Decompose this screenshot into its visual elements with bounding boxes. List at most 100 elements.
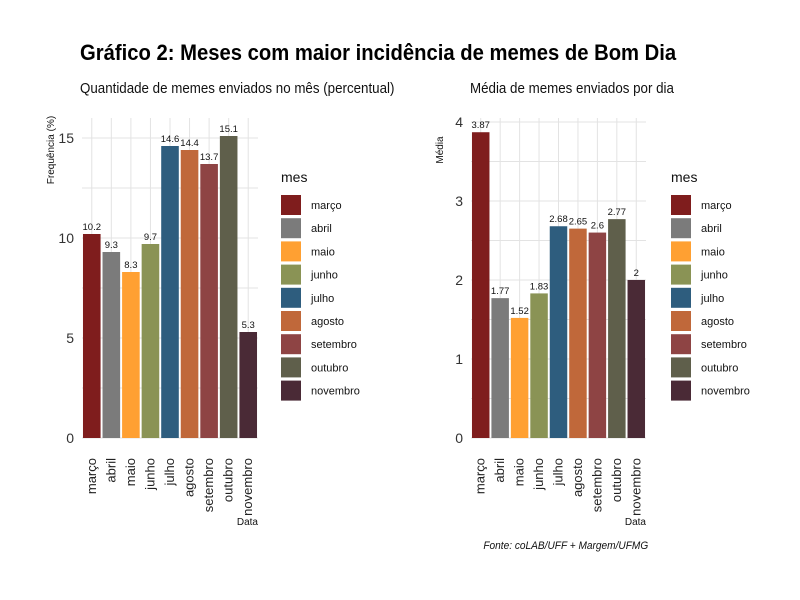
left-chart-legend-label-novembro: novembro [311,386,360,398]
right-chart-bar-junho [530,293,548,438]
right-chart-xtick-label: novembro [628,458,643,516]
left-chart-legend-swatch-novembro [281,380,301,401]
left-chart-legend-label-julho: julho [310,293,334,305]
left-chart-xtick-label: outubro [221,458,236,502]
right-chart-value-label: 3.87 [471,120,490,131]
left-chart-legend-label-maio: maio [311,246,335,258]
right-chart-legend: mes março abril maio junho julho agosto setembr… [671,169,750,401]
left-chart-legend-label-outubro: outubro [311,362,348,374]
right-chart-xtick-label: setembro [589,458,604,512]
left-chart-xtick-label: março [84,458,99,494]
right-chart-value-label: 1.77 [491,286,510,297]
right-chart-legend-swatch-novembro [671,380,691,401]
left-chart-bar-novembro [239,332,258,438]
right-chart-bar-abril [491,298,509,438]
left-chart-legend-swatch-abril [281,218,301,239]
left-chart-value-label: 14.4 [180,138,199,149]
left-chart-bar-outubro [219,136,238,438]
right-chart-legend-swatch-junho [671,264,691,285]
right-chart-legend-swatch-julho [671,287,691,308]
right-chart-legend-label-outubro: outubro [701,362,738,374]
right-chart-legend-label-março: março [701,200,732,212]
right-chart-ytick-label: 4 [455,114,463,130]
left-chart-bar-agosto [180,150,199,438]
right-chart-xtick-label: junho [531,458,546,491]
main-title: Gráfico 2: Meses com maior incidência de… [80,40,677,65]
right-chart-xlabel: Data [625,517,647,528]
left-chart-legend-label-abril: abril [311,223,332,235]
left-chart-legend-swatch-agosto [281,311,301,331]
right-chart-xtick-label: maio [512,458,527,486]
right-chart-xtick-label: março [473,458,488,494]
left-chart-xtick-label: setembro [201,458,216,512]
left-chart-bar-março [82,234,101,438]
right-chart-legend-label-setembro: setembro [701,339,747,351]
right-chart-xtick-label: agosto [570,458,585,497]
left-chart-legend-label-junho: junho [310,270,338,282]
left-chart-legend-swatch-setembro [281,334,301,355]
left-chart-legend: mes março abril maio junho julho agosto setembr… [281,169,360,401]
right-chart-value-label: 1.83 [530,281,549,292]
right-chart-legend-label-julho: julho [700,293,724,305]
left-chart-ylabel: Frequência (%) [46,116,57,184]
right-chart-value-label: 1.52 [510,306,529,317]
left-chart-bar-setembro [200,164,218,438]
left-chart-value-label: 9.3 [105,240,118,251]
right-chart-bar-outubro [608,219,626,438]
left-chart-xtick-label: novembro [240,458,255,516]
right-chart-legend-swatch-setembro [671,334,691,355]
right-chart-legend-title: mes [671,169,697,185]
right-chart-legend-swatch-outubro [671,357,691,378]
left-chart-xtick-label: agosto [182,458,197,497]
right-chart-legend-swatch-maio [671,241,691,262]
right-chart-legend-swatch-agosto [671,311,691,331]
left-chart-legend-label-agosto: agosto [311,316,344,328]
left-chart-ytick-label: 15 [58,130,74,146]
right-chart-legend-swatch-abril [671,218,691,239]
right-chart-legend-swatch-março [671,195,691,215]
right-chart-legend-label-abril: abril [701,223,722,235]
right-chart-bar-agosto [569,228,587,438]
right-chart-bar-julho [549,226,568,438]
left-chart-legend-label-setembro: setembro [311,339,357,351]
right-chart-ylabel: Média [435,136,446,164]
left-chart-legend-swatch-outubro [281,357,301,378]
left-chart-bar-abril [102,252,121,438]
left-chart-ytick-label: 10 [58,230,74,246]
right-chart-ytick-label: 2 [455,272,463,288]
right-chart-value-label: 2.6 [591,221,604,232]
left-chart-value-label: 10.2 [83,222,102,233]
left-chart-xlabel: Data [237,517,259,528]
left-chart-legend-title: mes [281,169,307,185]
right-chart-value-label: 2.65 [569,217,588,228]
right-chart-xtick-label: abril [492,458,507,483]
right-chart-ytick-label: 1 [455,351,463,367]
left-chart-xtick-label: junho [142,458,157,491]
left-chart-bar-junho [141,244,160,438]
left-chart-legend-swatch-março [281,195,301,215]
right-chart-xtick-label: outubro [609,458,624,502]
left-chart-value-label: 14.6 [161,134,180,145]
right-chart-value-label: 2 [634,268,639,279]
right-chart-value-label: 2.77 [608,207,627,218]
right-chart-value-label: 2.68 [549,214,568,225]
left-chart-xtick-label: julho [162,458,177,486]
left-chart-ytick-label: 5 [66,330,74,346]
right-chart-ytick-label: 0 [455,430,463,446]
left-chart-value-label: 8.3 [124,260,137,271]
left-chart-title: Quantidade de memes enviados no mês (per… [80,81,395,97]
right-chart-legend-label-junho: junho [700,270,728,282]
left-chart-ytick-label: 0 [66,430,74,446]
right-chart-legend-label-agosto: agosto [701,316,734,328]
right-chart-legend-label-novembro: novembro [701,386,750,398]
right-chart-legend-label-maio: maio [701,246,725,258]
left-chart-value-label: 5.3 [242,320,255,331]
right-chart-bar-novembro [627,279,646,438]
left-chart-bar-maio [122,272,140,438]
right-chart-bar-maio [510,317,529,438]
left-chart-legend-label-março: março [311,200,342,212]
left-chart-legend-swatch-junho [281,264,301,285]
left-chart-xtick-label: abril [103,458,118,483]
source-caption: Fonte: coLAB/UFF + Margem/UFMG [483,540,648,552]
right-chart-bar-março [471,132,490,438]
